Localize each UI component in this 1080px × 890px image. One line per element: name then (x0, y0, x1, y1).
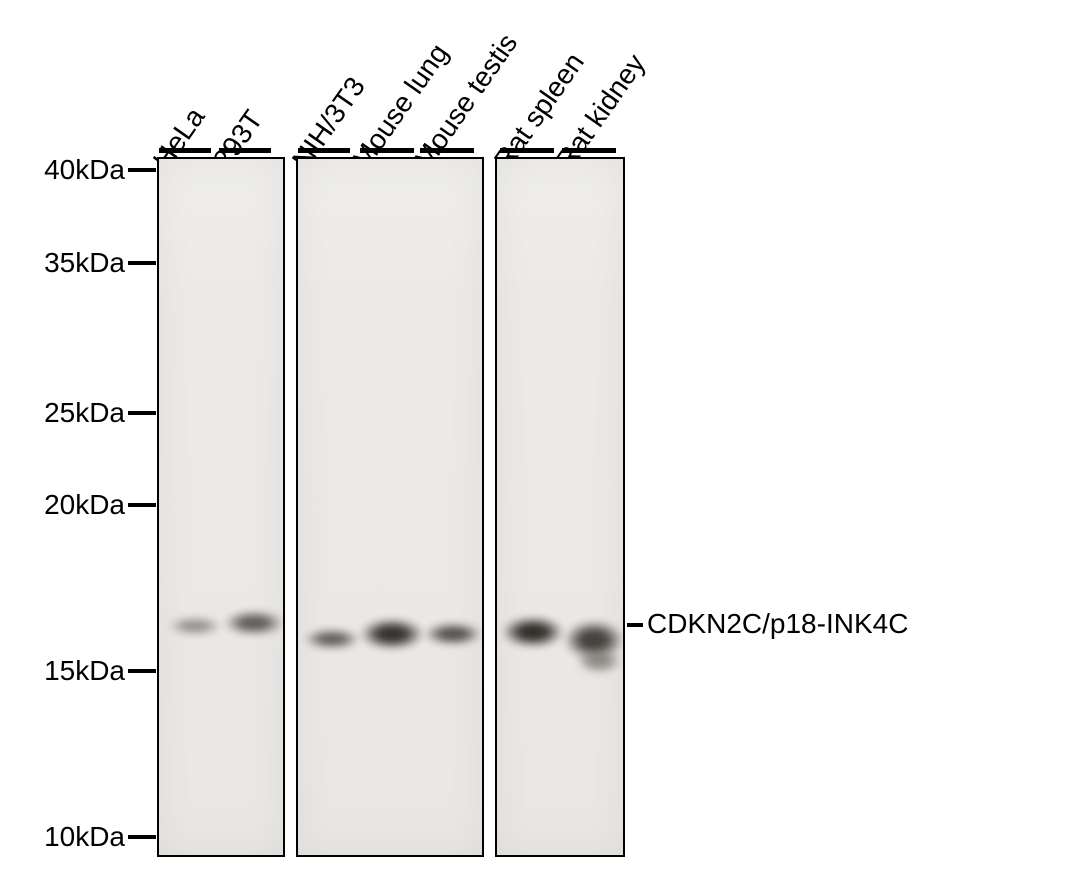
protein-band (503, 617, 563, 647)
protein-band (577, 649, 621, 673)
mw-label: 20kDa (44, 489, 125, 521)
mw-label: 35kDa (44, 247, 125, 279)
mw-tick (128, 503, 156, 507)
mw-label: 25kDa (44, 397, 125, 429)
mw-label: 10kDa (44, 821, 125, 853)
mw-tick (128, 835, 156, 839)
mw-label: 40kDa (44, 154, 125, 186)
protein-band (361, 619, 423, 649)
protein-band (425, 623, 481, 645)
mw-tick (128, 669, 156, 673)
blot-background (497, 159, 623, 855)
protein-marker-label: CDKN2C/p18-INK4C (647, 608, 908, 640)
blot-panel (495, 157, 625, 857)
blot-background (298, 159, 482, 855)
protein-band (305, 629, 359, 649)
protein-band (169, 617, 221, 635)
western-blot-figure: 40kDa35kDa25kDa20kDa15kDa10kDa HeLa293TN… (0, 0, 1080, 890)
protein-band (225, 611, 283, 635)
mw-tick (128, 411, 156, 415)
blot-background (159, 159, 283, 855)
mw-tick (128, 261, 156, 265)
protein-marker-tick (627, 623, 643, 627)
mw-tick (128, 168, 156, 172)
blot-panel (296, 157, 484, 857)
mw-label: 15kDa (44, 655, 125, 687)
blot-panel (157, 157, 285, 857)
